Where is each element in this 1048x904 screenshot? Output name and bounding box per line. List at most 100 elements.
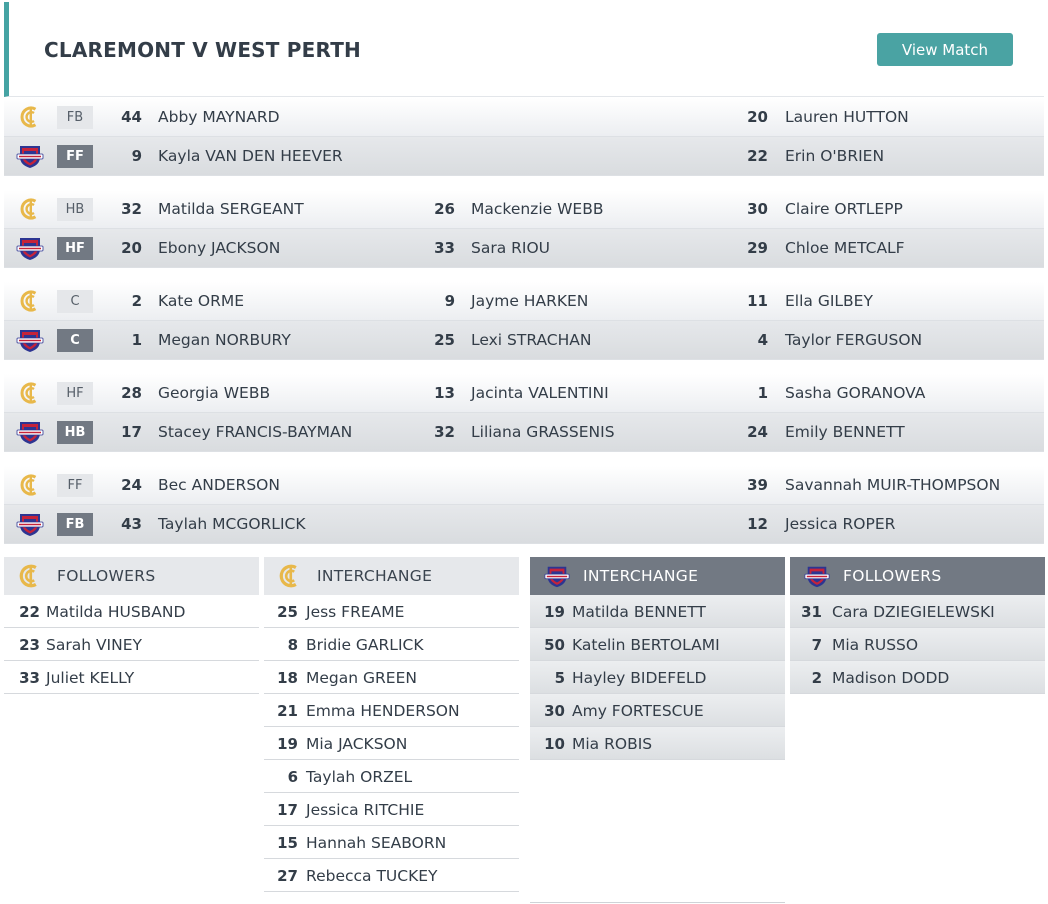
position-badge: FF	[57, 474, 93, 497]
list-item: 22 Matilda HUSBAND	[4, 595, 259, 628]
player-name[interactable]: Erin O'BRIEN	[785, 147, 885, 165]
position-badge: HF	[57, 382, 93, 405]
player-name[interactable]: Georgia WEBB	[158, 384, 271, 402]
claremont-followers-panel: FOLLOWERS 22 Matilda HUSBAND 23 Sarah VINEY…	[4, 557, 259, 694]
player-name[interactable]: Madison DODD	[832, 669, 950, 687]
west-perth-interchange-panel: INTERCHANGE 19 Matilda BENNETT 50 Katelin B…	[530, 557, 785, 760]
list-item: 19 Matilda BENNETT	[530, 595, 785, 628]
player-name[interactable]: Amy FORTESCUE	[572, 702, 704, 720]
player-name[interactable]: Bec ANDERSON	[158, 476, 280, 494]
player-name[interactable]: Taylor FERGUSON	[785, 331, 923, 349]
player-name[interactable]: Ella GILBEY	[785, 292, 873, 310]
player-name[interactable]: Mia ROBIS	[572, 735, 653, 753]
player-name[interactable]: Mackenzie WEBB	[471, 200, 604, 218]
player-name[interactable]: Sasha GORANOVA	[785, 384, 926, 402]
player-name[interactable]: Bridie GARLICK	[306, 636, 424, 654]
player-name[interactable]: Matilda HUSBAND	[46, 603, 186, 621]
list-item: 25 Jess FREAME	[264, 595, 519, 628]
west-perth-row: HB 17 Stacey FRANCIS-BAYMAN 32 Liliana GRASS…	[4, 413, 1044, 452]
player-name[interactable]: Jessica ROPER	[785, 515, 896, 533]
west-perth-falcons-logo-icon	[16, 326, 44, 354]
player-number: 10	[544, 735, 565, 753]
player-number: 12	[747, 515, 768, 533]
player-name[interactable]: Jessica RITCHIE	[306, 801, 425, 819]
player-name[interactable]: Mia JACKSON	[306, 735, 408, 753]
player-number: 18	[277, 669, 298, 687]
list-item: 10 Mia ROBIS	[530, 727, 785, 760]
player-name[interactable]: Ebony JACKSON	[158, 239, 281, 257]
player-name[interactable]: Lauren HUTTON	[785, 108, 909, 126]
player-name[interactable]: Savannah MUIR-THOMPSON	[785, 476, 1001, 494]
player-number: 22	[747, 147, 768, 165]
player-number: 8	[287, 636, 298, 654]
player-number: 20	[121, 239, 142, 257]
west-perth-falcons-logo-icon	[16, 142, 44, 170]
player-number: 27	[277, 867, 298, 885]
player-number: 20	[747, 108, 768, 126]
player-number: 30	[747, 200, 768, 218]
player-name[interactable]: Mia RUSSO	[832, 636, 919, 654]
position-badge: FB	[57, 106, 93, 129]
player-number: 22	[19, 603, 40, 621]
player-number: 23	[19, 636, 40, 654]
player-name[interactable]: Liliana GRASSENIS	[471, 423, 615, 441]
west-perth-falcons-logo-icon	[544, 563, 570, 589]
player-name[interactable]: Emma HENDERSON	[306, 702, 460, 720]
list-item: 2 Madison DODD	[790, 661, 1045, 694]
player-number: 9	[131, 147, 142, 165]
list-item: 17 Jessica RITCHIE	[264, 793, 519, 826]
claremont-logo-icon	[19, 197, 43, 221]
player-name[interactable]: Jess FREAME	[306, 603, 405, 621]
player-name[interactable]: Sarah VINEY	[46, 636, 142, 654]
list-item: 15 Hannah SEABORN	[264, 826, 519, 859]
player-name[interactable]: Claire ORTLEPP	[785, 200, 903, 218]
player-name[interactable]: Hannah SEABORN	[306, 834, 447, 852]
view-match-button[interactable]: View Match	[877, 33, 1013, 66]
position-badge: FB	[57, 513, 93, 536]
position-line: C 2 Kate ORME 9 Jayme HARKEN 11 Ella GILBEY C 1…	[4, 282, 1044, 360]
player-name[interactable]: Katelin BERTOLAMI	[572, 636, 720, 654]
player-number: 2	[131, 292, 142, 310]
player-name[interactable]: Taylah MCGORLICK	[158, 515, 306, 533]
player-name[interactable]: Cara DZIEGIELEWSKI	[832, 603, 995, 621]
list-item: 8 Bridie GARLICK	[264, 628, 519, 661]
player-name[interactable]: Emily BENNETT	[785, 423, 905, 441]
player-number: 39	[747, 476, 768, 494]
player-number: 43	[121, 515, 142, 533]
player-number: 32	[434, 423, 455, 441]
position-badge: HB	[57, 421, 93, 444]
panel-header: FOLLOWERS	[4, 557, 259, 595]
position-line: HB 32 Matilda SERGEANT 26 Mackenzie WEBB 30 Cl…	[4, 190, 1044, 268]
divider	[530, 902, 785, 903]
claremont-row: C 2 Kate ORME 9 Jayme HARKEN 11 Ella GILBEY	[4, 282, 1044, 321]
player-number: 13	[434, 384, 455, 402]
player-number: 9	[444, 292, 455, 310]
player-name[interactable]: Kayla VAN DEN HEEVER	[158, 147, 343, 165]
player-name[interactable]: Megan GREEN	[306, 669, 417, 687]
player-name[interactable]: Taylah ORZEL	[306, 768, 413, 786]
player-name[interactable]: Hayley BIDEFELD	[572, 669, 707, 687]
player-name[interactable]: Matilda BENNETT	[572, 603, 706, 621]
claremont-logo-icon	[19, 289, 43, 313]
player-name[interactable]: Sara RIOU	[471, 239, 551, 257]
position-badge: FF	[57, 145, 93, 168]
player-number: 26	[434, 200, 455, 218]
player-name[interactable]: Abby MAYNARD	[158, 108, 280, 126]
player-name[interactable]: Kate ORME	[158, 292, 245, 310]
player-name[interactable]: Matilda SERGEANT	[158, 200, 304, 218]
player-name[interactable]: Stacey FRANCIS-BAYMAN	[158, 423, 353, 441]
player-name[interactable]: Jacinta VALENTINI	[471, 384, 609, 402]
player-number: 17	[121, 423, 142, 441]
position-line: HF 28 Georgia WEBB 13 Jacinta VALENTINI 1 Sash…	[4, 374, 1044, 452]
player-name[interactable]: Jayme HARKEN	[471, 292, 589, 310]
panel-header: FOLLOWERS	[790, 557, 1045, 595]
claremont-interchange-panel: INTERCHANGE 25 Jess FREAME 8 Bridie GARLICK…	[264, 557, 519, 892]
player-name[interactable]: Megan NORBURY	[158, 331, 291, 349]
player-name[interactable]: Lexi STRACHAN	[471, 331, 592, 349]
player-number: 24	[121, 476, 142, 494]
player-name[interactable]: Chloe METCALF	[785, 239, 905, 257]
west-perth-falcons-logo-icon	[16, 418, 44, 446]
list-item: 27 Rebecca TUCKEY	[264, 859, 519, 892]
player-name[interactable]: Rebecca TUCKEY	[306, 867, 438, 885]
player-name[interactable]: Juliet KELLY	[46, 669, 135, 687]
